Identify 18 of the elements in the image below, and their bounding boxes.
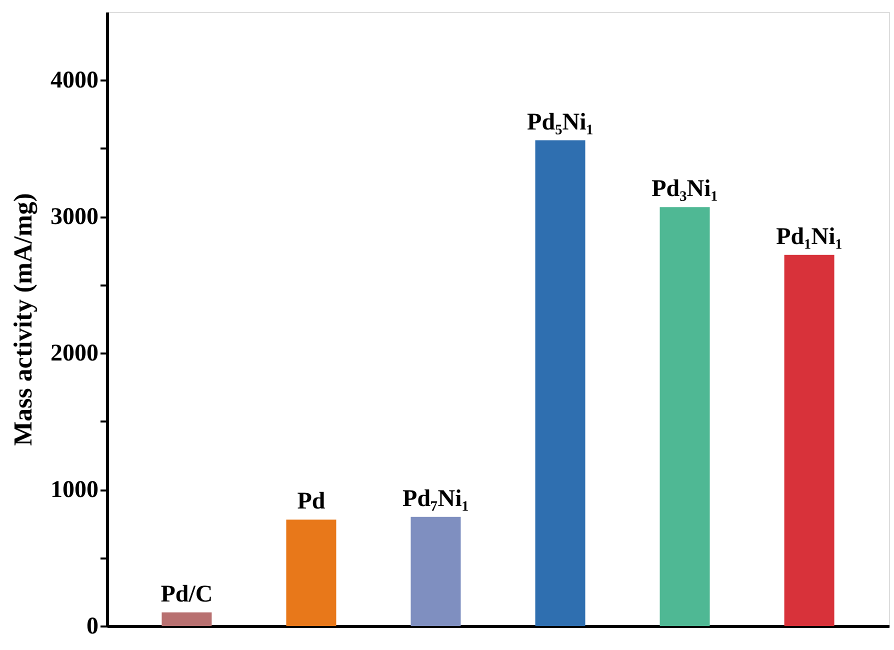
y-tick-label: 2000 bbox=[50, 340, 98, 367]
y-tick-label: 4000 bbox=[50, 68, 98, 94]
y-tick-label: 1000 bbox=[50, 477, 98, 504]
bar bbox=[784, 254, 834, 626]
bar bbox=[660, 207, 710, 626]
x-tick-label: Pd bbox=[297, 488, 326, 515]
y-axis-title: Mass activity (mA/mg) bbox=[8, 193, 38, 446]
y-tick-label: 0 bbox=[86, 614, 98, 640]
bar bbox=[162, 612, 212, 626]
bar bbox=[286, 520, 336, 626]
x-tick-label: Pd/C bbox=[160, 581, 213, 608]
y-tick-label: 3000 bbox=[50, 204, 98, 230]
x-tick-label: Pd₃Ni₁ bbox=[652, 176, 718, 202]
x-tick-label: Pd₁Ni₁ bbox=[776, 224, 842, 250]
bar bbox=[410, 516, 461, 626]
x-tick-label: Pd₅Ni₁ bbox=[527, 109, 594, 136]
bar bbox=[535, 140, 586, 626]
x-tick-label: Pd₇Ni₁ bbox=[402, 486, 469, 512]
